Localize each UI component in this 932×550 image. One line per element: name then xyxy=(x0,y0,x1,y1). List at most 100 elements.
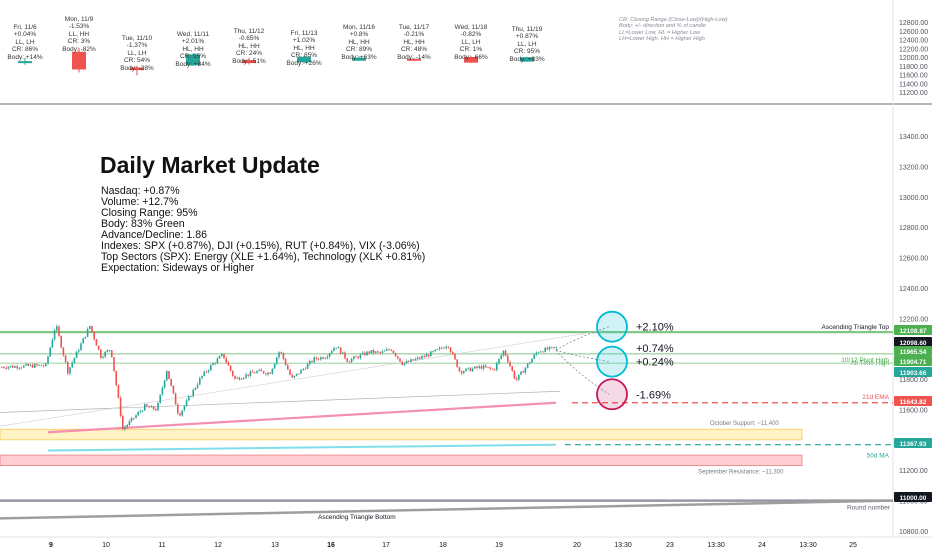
candle-body xyxy=(300,369,302,374)
candle-body xyxy=(485,365,487,368)
update-line: Top Sectors (SPX): Energy (XLE +1.64%), … xyxy=(101,251,426,263)
card-day: Tue, 11/17 xyxy=(398,24,430,31)
candle-body xyxy=(357,356,359,359)
candle-body xyxy=(432,351,434,353)
candle-body xyxy=(254,372,256,374)
candle-body xyxy=(269,372,271,374)
candle-body xyxy=(229,365,232,371)
candle-body xyxy=(111,350,113,358)
candle-body xyxy=(496,363,498,370)
candle-body xyxy=(434,349,436,352)
price-badge xyxy=(894,346,932,356)
update-line: Indexes: SPX (+0.87%), DJI (+0.15%), RUT… xyxy=(101,240,420,252)
daily-summary-card: Mon, 11/9 -1.53% LL, HH CR: 3% Body: -82% xyxy=(51,16,107,53)
projection-path xyxy=(555,326,610,351)
candle-body xyxy=(474,366,476,369)
candle-body xyxy=(460,371,463,374)
card-pattern: LL, LH xyxy=(127,49,147,57)
candle-body xyxy=(458,367,461,372)
candle-body xyxy=(465,368,467,372)
triangle-bottom-label: Ascending Triangle Bottom xyxy=(318,514,396,521)
top-y-tick-label: 12800.00 xyxy=(899,20,928,27)
zone-label: September Resistance: ~11,300 xyxy=(698,470,784,476)
candle-body xyxy=(401,361,403,365)
card-cr: CR: 89% xyxy=(345,46,372,54)
candle-body xyxy=(170,379,172,386)
price-badge-label: 11903.66 xyxy=(900,370,927,377)
summary-candle-body xyxy=(242,60,256,64)
candle-body xyxy=(397,356,399,359)
candle-body xyxy=(511,366,513,371)
candle-body xyxy=(86,329,89,337)
candle-body xyxy=(324,358,326,359)
top-y-tick-label: 12600.00 xyxy=(899,29,928,36)
summary-candle-body xyxy=(72,51,86,70)
card-day: Wed, 11/11 xyxy=(176,31,210,38)
candle-body xyxy=(379,351,381,353)
card-day: Fri, 11/13 xyxy=(290,30,318,37)
candle-body xyxy=(522,371,524,373)
card-change: +1.02% xyxy=(292,37,316,45)
candle-body xyxy=(25,364,27,366)
candle-body xyxy=(526,363,529,368)
price-badge xyxy=(894,337,932,347)
y-tick-label: 10800.00 xyxy=(899,529,928,536)
candle-body xyxy=(480,366,483,369)
zone-label: October Support: ~11,400 xyxy=(710,421,779,427)
candle-body xyxy=(240,378,243,380)
candle-body xyxy=(38,364,40,366)
card-body: Body: +83% xyxy=(509,55,545,63)
candle-body xyxy=(144,404,146,411)
september-resistance-zone xyxy=(0,454,803,467)
x-tick-label: 16 xyxy=(327,542,335,549)
candle-body xyxy=(335,347,337,349)
candle-body xyxy=(243,377,245,379)
candle-body xyxy=(359,354,362,359)
candle-body xyxy=(498,358,500,364)
candle-body xyxy=(403,363,406,365)
x-tick-label: 25 xyxy=(849,542,857,549)
card-pattern: LL, LH xyxy=(517,40,537,48)
price-badge xyxy=(894,396,932,406)
candle-body xyxy=(364,352,366,356)
candle-body xyxy=(454,353,456,360)
card-cr: CR: 3% xyxy=(67,38,91,46)
top-y-tick-label: 12000.00 xyxy=(899,55,928,62)
x-tick-label: 13:30 xyxy=(707,542,725,549)
candle-body xyxy=(23,365,25,368)
candle-body xyxy=(392,350,395,354)
candle-body xyxy=(122,416,124,430)
y-tick-label: 12200.00 xyxy=(899,316,928,323)
projection-path xyxy=(555,349,610,395)
candle-body xyxy=(313,357,315,363)
candle-body xyxy=(69,367,71,374)
candle-body xyxy=(56,326,58,331)
candle-body xyxy=(47,356,49,364)
candle-body xyxy=(218,356,221,359)
x-tick-label: 13:30 xyxy=(614,542,632,549)
triangle-bottom-line xyxy=(0,499,894,520)
candle-body xyxy=(7,367,10,369)
candle-body xyxy=(383,350,386,352)
candle-body xyxy=(287,365,289,370)
candle-body xyxy=(148,406,150,408)
x-tick-label: 18 xyxy=(439,542,447,549)
candle-body xyxy=(174,393,177,405)
candle-body xyxy=(291,374,293,378)
candle-body xyxy=(436,349,439,350)
october-support-zone xyxy=(0,428,803,441)
top-y-tick-label: 11800.00 xyxy=(899,64,928,71)
x-tick-label: 24 xyxy=(758,542,766,549)
card-pattern: HL, HH xyxy=(238,42,260,50)
x-tick-label: 20 xyxy=(573,542,581,549)
card-cr: CR: 24% xyxy=(235,50,262,58)
candle-body xyxy=(34,364,36,368)
price-badge-label: 12098.60 xyxy=(899,340,926,347)
candle-body xyxy=(119,397,122,417)
candle-body xyxy=(238,377,241,380)
card-change: -0.21% xyxy=(403,31,425,39)
summary-candle-body xyxy=(130,67,144,71)
card-cr: CR: 95% xyxy=(513,48,540,56)
candle-body xyxy=(3,366,5,368)
